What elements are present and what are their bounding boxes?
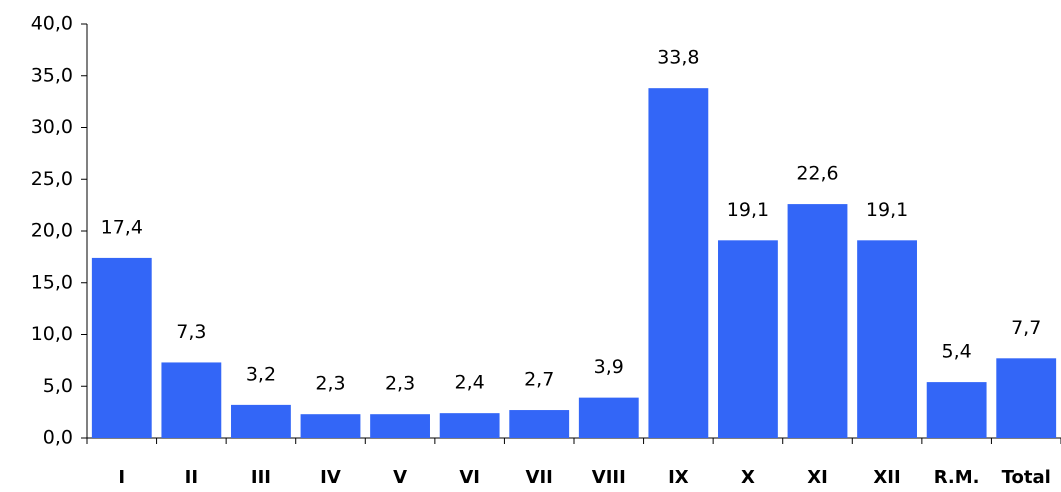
y-tick-label: 20,0 [31,220,73,242]
data-label: 7,3 [176,321,206,343]
bar [300,414,361,438]
x-tick-label: I [118,467,125,488]
y-tick-label: 10,0 [31,323,73,345]
y-tick-label: 5,0 [43,375,73,397]
data-label: 19,1 [727,199,769,221]
y-tick-label: 15,0 [31,271,73,293]
y-tick-label: 30,0 [31,116,73,138]
x-tick-label: R.M. [934,467,980,488]
data-label: 19,1 [866,199,908,221]
data-label: 2,7 [524,369,554,391]
x-tick-label: II [185,467,198,488]
data-label: 5,4 [942,341,972,363]
x-tick-label: XI [807,467,828,488]
bar [509,410,570,438]
bar [926,382,987,438]
x-tick-label: IX [668,467,689,488]
bar [996,358,1057,438]
y-tick-label: 25,0 [31,168,73,190]
y-tick-label: 35,0 [31,64,73,86]
x-tick-label: X [741,467,755,488]
x-tick-label: VII [526,467,553,488]
bar [648,88,709,439]
bar [231,404,291,438]
data-label: 3,2 [246,363,276,385]
bar [370,414,430,438]
bar [161,362,222,438]
data-label: 17,4 [101,216,143,238]
y-tick-label: 0,0 [43,427,73,449]
x-tick-label: VIII [592,467,626,488]
data-label: 7,7 [1011,317,1041,339]
x-tick-label: Total [1002,467,1051,488]
data-label: 33,8 [657,47,699,69]
bar [787,204,848,438]
bar [718,240,778,438]
bar [857,240,917,438]
bar [91,257,152,438]
data-label: 2,3 [385,373,415,395]
x-tick-label: XII [873,467,900,488]
data-label: 3,9 [594,356,624,378]
y-tick-label: 40,0 [31,13,73,35]
bar [578,397,639,438]
x-tick-label: IV [320,467,341,488]
bar [439,413,500,438]
data-label: 2,3 [315,373,345,395]
x-tick-label: III [251,467,271,488]
data-label: 22,6 [796,163,838,185]
x-tick-label: V [393,467,407,488]
data-label: 2,4 [455,372,485,394]
x-tick-label: VI [459,467,480,488]
